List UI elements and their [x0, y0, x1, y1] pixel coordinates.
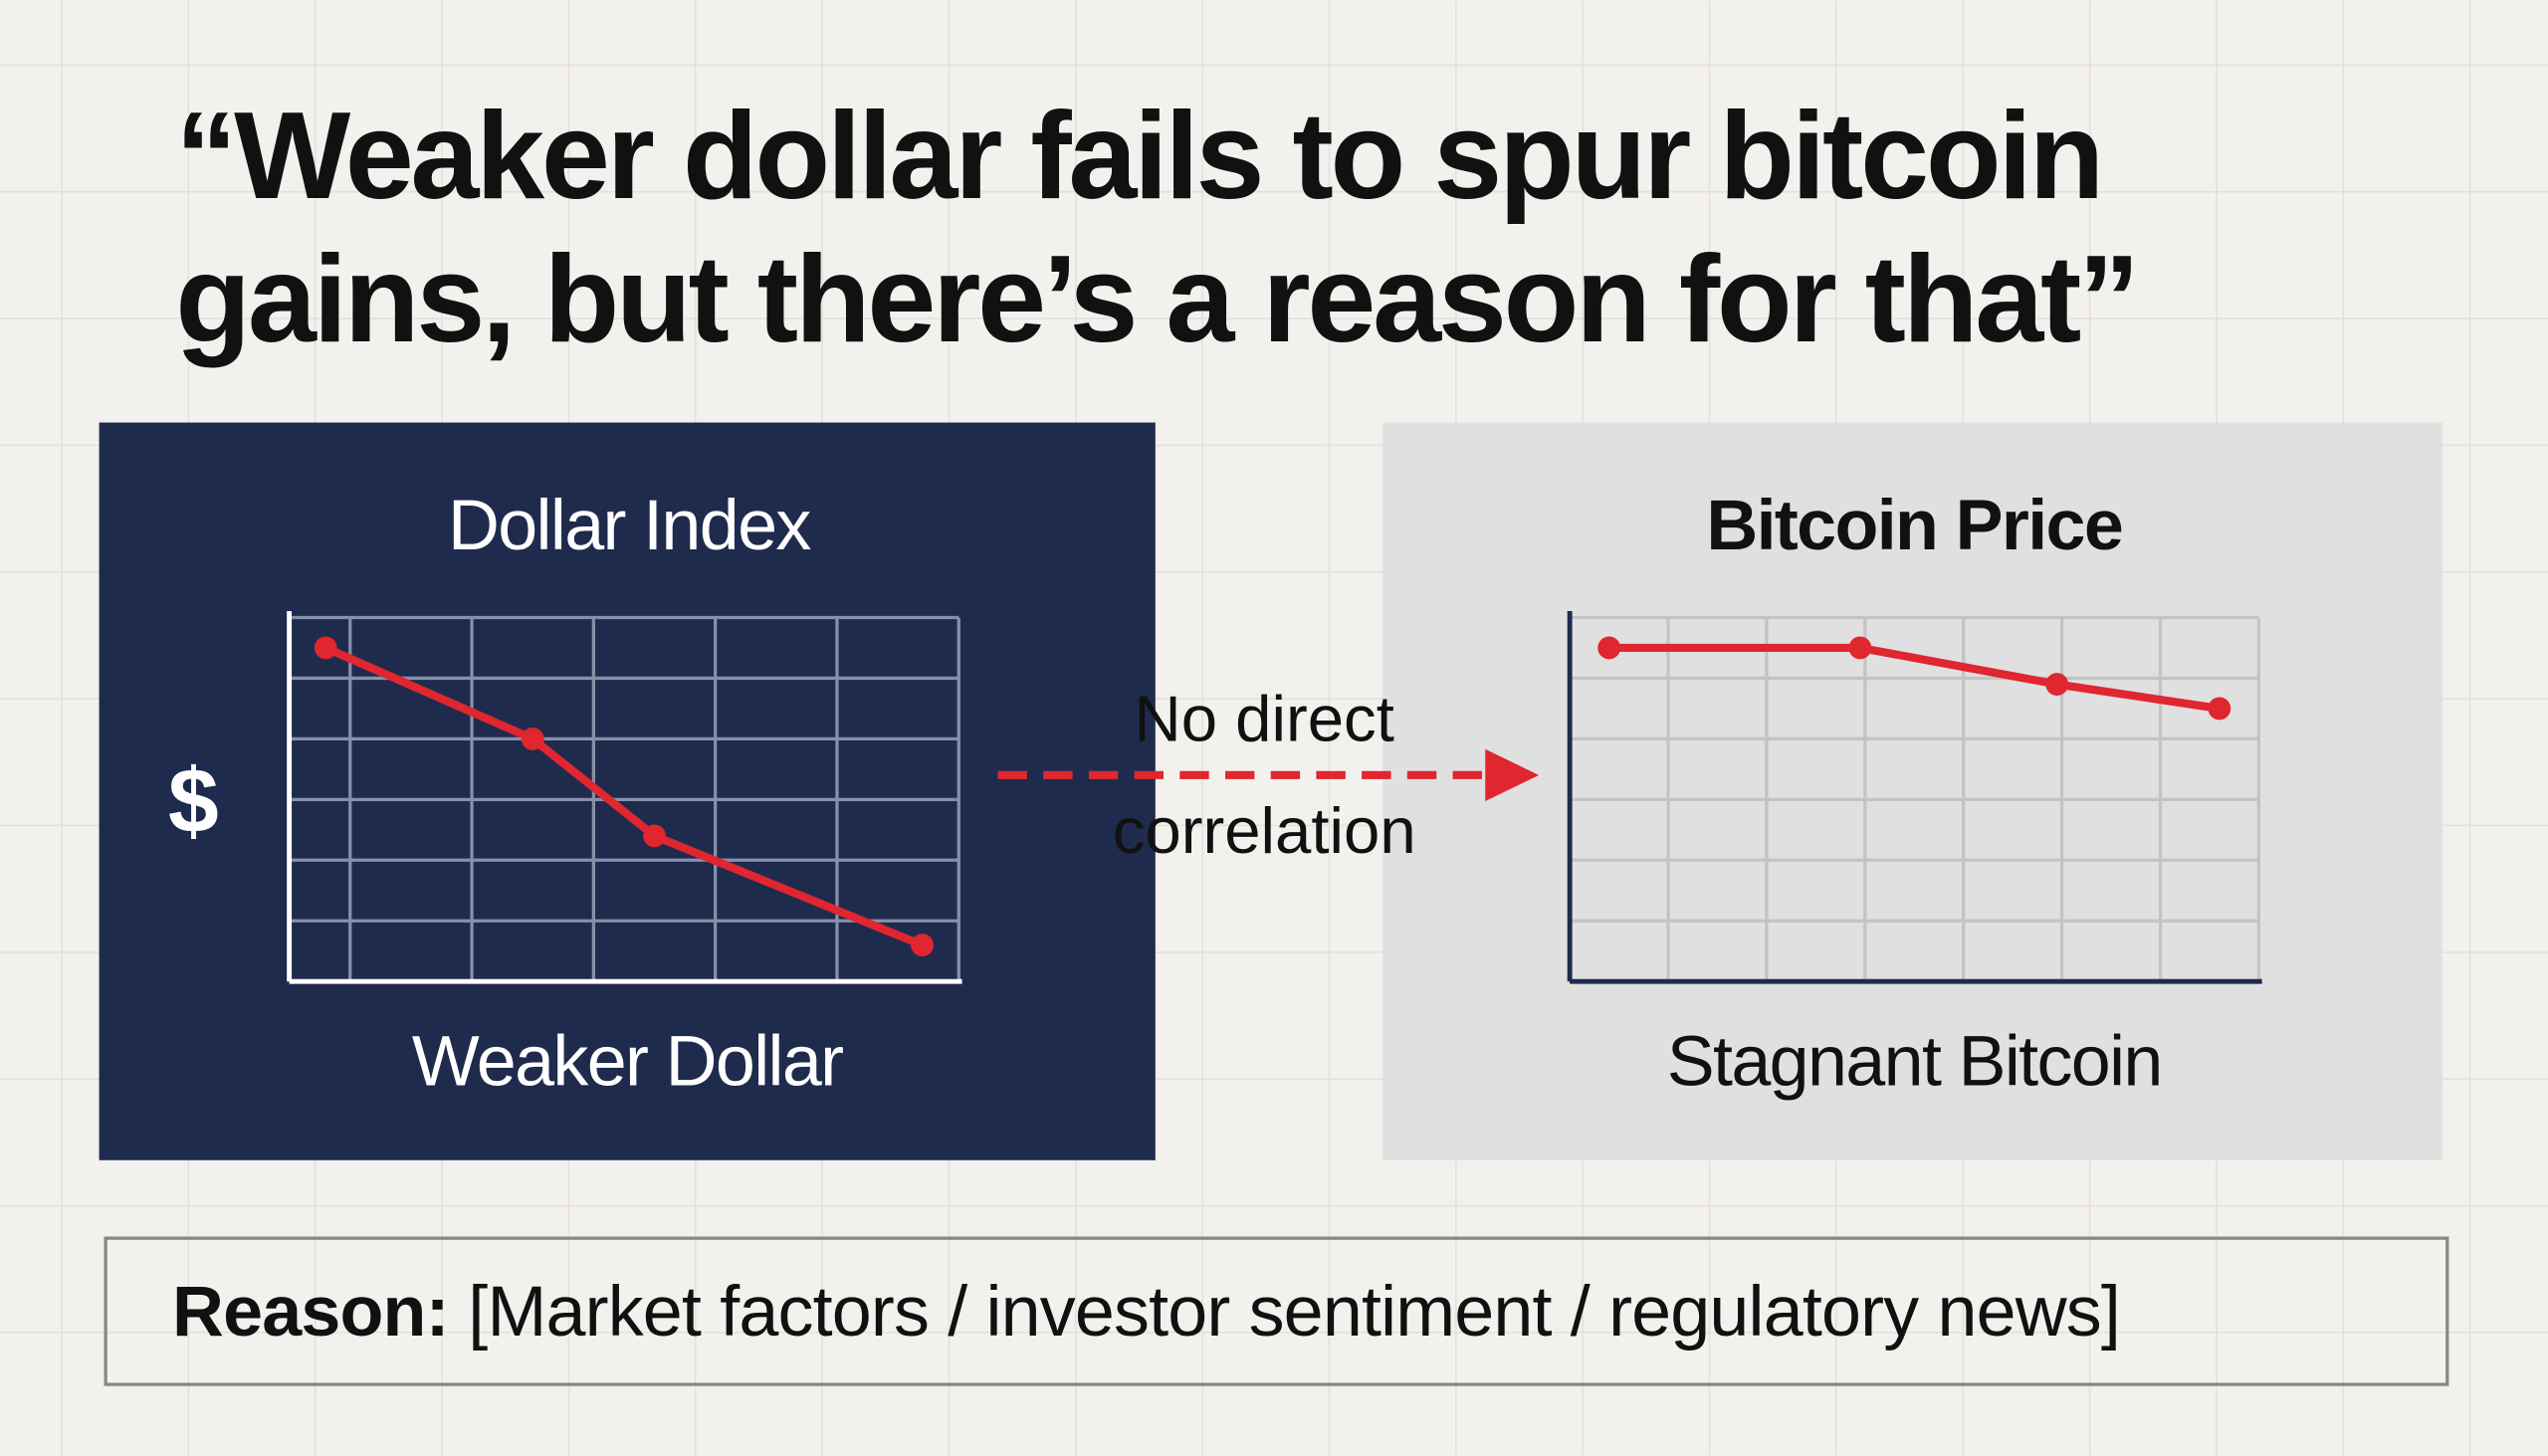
data-point [1848, 636, 1872, 660]
panel-title: Dollar Index [448, 486, 811, 565]
headline-line: “Weaker dollar fails to spur bitcoin [175, 88, 2101, 225]
panel-title: Bitcoin Price [1706, 486, 2122, 565]
bitcoin-panel [1382, 422, 2442, 1160]
arrow-label: No direct [1135, 683, 1394, 755]
data-point [1597, 636, 1621, 660]
dollar-panel [99, 422, 1156, 1160]
data-line [323, 644, 925, 949]
data-point [643, 824, 666, 848]
data-point [521, 727, 544, 750]
arrow-label: correlation [1113, 794, 1416, 867]
data-point [2208, 697, 2231, 721]
data-point [314, 636, 337, 660]
axis-label: $ [168, 750, 219, 852]
reason-text: Reason: [Market factors / investor sentim… [172, 1272, 2120, 1352]
reason-box [104, 1236, 2449, 1386]
charts [287, 610, 2262, 984]
data-point [2045, 673, 2069, 696]
data-point [911, 934, 935, 957]
reason-body: [Market factors / investor sentiment / r… [468, 1272, 2120, 1352]
panel-caption: Stagnant Bitcoin [1667, 1022, 2162, 1102]
reason-label: Reason: [172, 1272, 449, 1352]
headline-line: gains, but there’s a reason for that” [175, 231, 2137, 368]
panel-caption: Weaker Dollar [412, 1022, 843, 1102]
arrow-head [1485, 748, 1540, 801]
data-line [1608, 643, 2221, 713]
